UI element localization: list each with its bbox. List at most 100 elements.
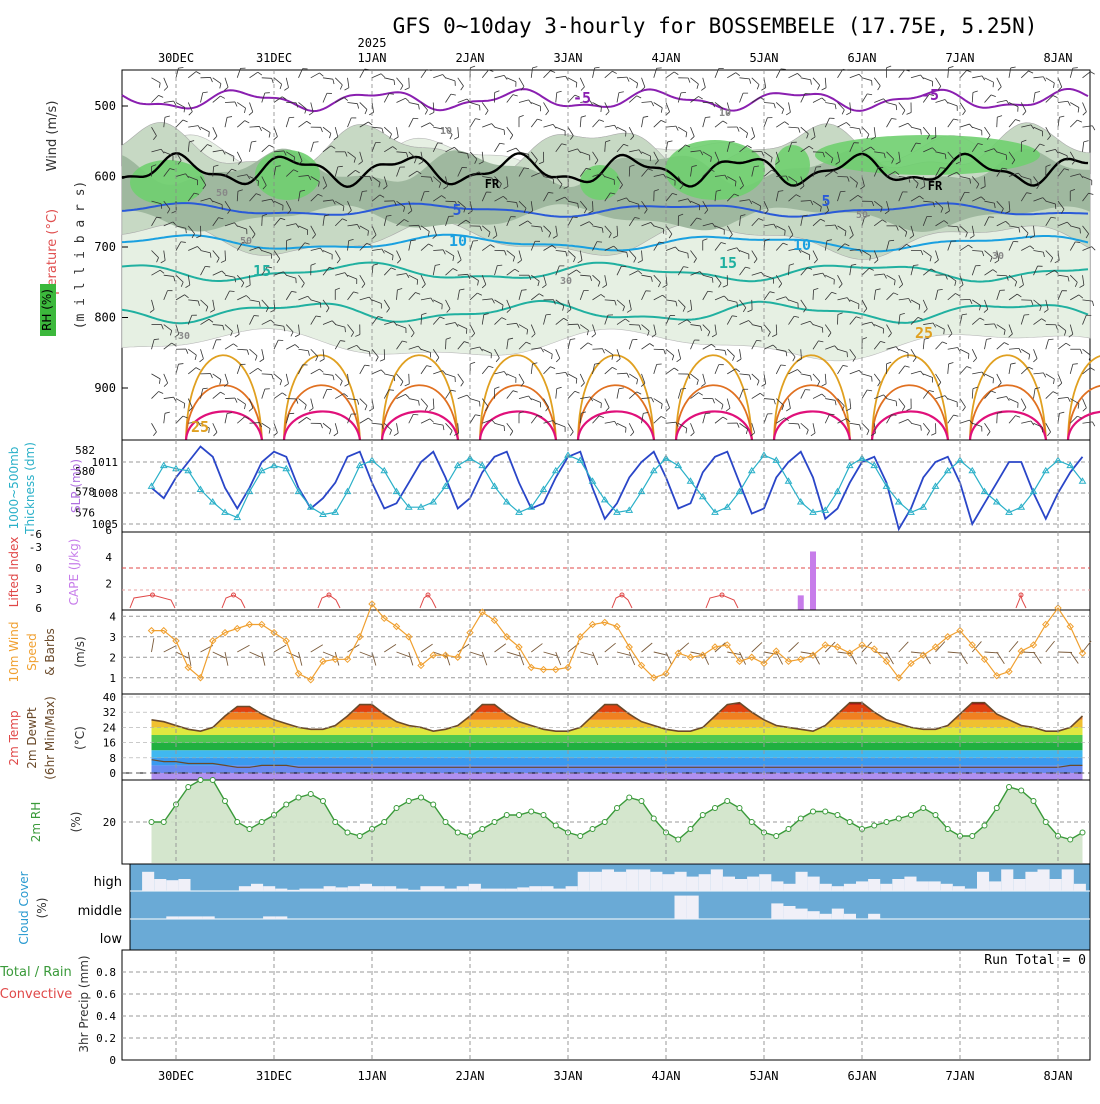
rh2m-point — [921, 806, 926, 811]
top-tick-label: 1JAN — [358, 51, 387, 65]
ylabel-lifted-index: Lifted Index — [7, 537, 21, 608]
cloud-high-bar — [312, 889, 324, 891]
lifted-index-tick: 0 — [35, 562, 42, 575]
contour-label: 15 — [719, 254, 737, 272]
cloud-high-bar — [820, 884, 832, 891]
cloud-high-bar — [445, 889, 457, 891]
ylabel-precip-2: Convective — [0, 987, 72, 1002]
lifted-index-tick: -6 — [29, 528, 42, 541]
contour-label: 25 — [191, 418, 209, 436]
precip-tick: 0.4 — [96, 1010, 116, 1023]
rh2m-point — [896, 816, 901, 821]
rh2m-point — [210, 778, 215, 783]
rh2m-point — [835, 813, 840, 818]
cloud-high-bar — [687, 877, 699, 891]
pressure-tick: 700 — [94, 240, 116, 254]
cloud-high-bar — [275, 889, 287, 891]
contour-label: FR — [485, 177, 500, 191]
contour-label: 5 — [821, 192, 830, 210]
wind10-tick: 2 — [109, 651, 116, 664]
rh2m-point — [345, 830, 350, 835]
ylabel-wind10-4: (m/s) — [73, 636, 87, 667]
bottom-tick-label: 8JAN — [1044, 1069, 1073, 1083]
rh2m-point — [884, 820, 889, 825]
cloud-middle-bar — [263, 916, 275, 919]
contour-label: -5 — [573, 89, 591, 107]
pressure-tick: 600 — [94, 170, 116, 184]
top-tick-label: 4JAN — [652, 51, 681, 65]
lifted-index-tick: 3 — [35, 583, 42, 596]
rh2m-point — [774, 834, 779, 839]
cloud-high-bar — [239, 886, 251, 891]
cloud-high-bar — [372, 886, 384, 891]
rh2m-point — [1043, 820, 1048, 825]
cloud-high-bar — [759, 874, 771, 891]
cloud-high-bar — [868, 879, 880, 891]
cloud-high-bar — [396, 889, 408, 891]
cloud-high-bar — [142, 872, 154, 891]
rh2m-point — [700, 813, 705, 818]
cloud-high-bar — [856, 881, 868, 891]
rh2m-point — [639, 799, 644, 804]
temp-band — [122, 758, 1090, 766]
ylabel-slp: SLP (mb) — [69, 459, 83, 513]
temp-band — [122, 735, 1090, 743]
cloud-high-bar — [324, 886, 336, 891]
temp2m-tick: 24 — [103, 721, 117, 734]
cloud-high-bar — [989, 881, 1001, 891]
ylabel-wind10-3: & Barbs — [43, 628, 57, 676]
cloud-high-bar — [408, 890, 420, 891]
ylabel-thickness-1: 1000~500mb — [7, 447, 21, 530]
cloud-high-bar — [263, 886, 275, 891]
rh2m-point — [1019, 788, 1024, 793]
cloud-high-bar — [420, 886, 432, 891]
wind10-tick: 3 — [109, 631, 116, 644]
rh2m-point — [945, 827, 950, 832]
rh2m-point — [713, 806, 718, 811]
bottom-tick-label: 2JAN — [456, 1069, 485, 1083]
rh2m-point — [431, 802, 436, 807]
contour-label: 10 — [449, 232, 467, 250]
cloud-middle-bar — [796, 909, 808, 919]
slp-tick: 1008 — [92, 487, 119, 500]
cloud-high-bar — [433, 886, 445, 891]
cloud-high-bar — [360, 884, 372, 891]
cloud-layer-high: high — [94, 875, 122, 890]
cloud-middle-bar — [820, 914, 832, 919]
rh2m-point — [970, 834, 975, 839]
bottom-tick-label: 6JAN — [848, 1069, 877, 1083]
ylabel-temp2m-1: 2m Temp — [7, 710, 21, 765]
rh2m-point — [480, 827, 485, 832]
cape-tick: 6 — [105, 524, 112, 537]
rh2m-point — [443, 820, 448, 825]
cloud-layer-middle: middle — [78, 904, 122, 919]
contour-label: 10 — [440, 126, 452, 137]
rh2m-point — [933, 813, 938, 818]
cloud-high-bar — [917, 881, 929, 891]
ylabel-rh2m-2: (%) — [69, 812, 83, 833]
rh2m-point — [1068, 837, 1073, 842]
rh2m-point — [296, 795, 301, 800]
rh2m-tick: 20 — [103, 816, 116, 829]
temp-band — [122, 727, 1090, 735]
rh2m-point — [504, 813, 509, 818]
cloud-middle-bar — [178, 916, 190, 919]
rh2m-point — [308, 792, 313, 797]
bottom-tick-label: 3JAN — [554, 1069, 583, 1083]
cloud-high-bar — [348, 886, 360, 891]
bottom-tick-label: 7JAN — [946, 1069, 975, 1083]
bottom-tick-label: 31DEC — [256, 1069, 292, 1083]
ylabel-wind: Wind (m/s) — [45, 101, 60, 172]
cloud-high-bar — [844, 884, 856, 891]
cloud-high-bar — [1038, 869, 1050, 891]
cloud-high-bar — [662, 874, 674, 891]
cloud-high-bar — [953, 886, 965, 891]
rh2m-point — [676, 837, 681, 842]
cloud-high-bar — [1025, 872, 1037, 891]
cloud-middle-bar — [203, 916, 215, 919]
contour-label: FR — [928, 179, 943, 193]
rh2m-point — [223, 799, 228, 804]
rh-green-patch — [665, 140, 765, 200]
